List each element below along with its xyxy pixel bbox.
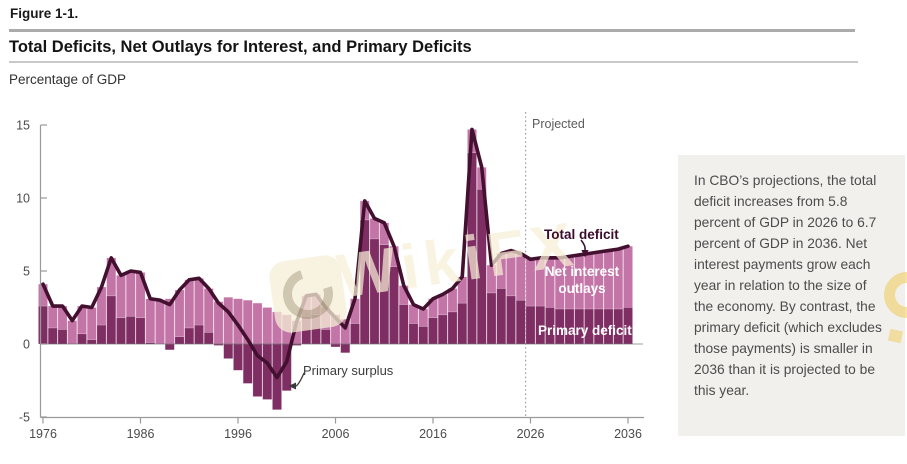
net-interest-bar	[272, 311, 282, 345]
primary-deficit-bar	[203, 332, 214, 345]
primary-deficit-bar	[320, 329, 331, 345]
total-deficit-label: Total deficit	[544, 227, 619, 242]
x-tick-label: 1976	[29, 427, 57, 441]
net-interest-bar	[86, 307, 97, 340]
net-interest-bar	[47, 305, 58, 329]
net-interest-bar	[418, 308, 429, 327]
primary-deficit-bar	[418, 326, 429, 345]
y-tick-label: 5	[23, 264, 30, 278]
net-interest-bar	[223, 296, 234, 345]
y-tick-label: 10	[16, 191, 30, 205]
primary-deficit-bar	[428, 317, 438, 345]
primary-deficit-bar	[486, 292, 497, 345]
net-interest-bar	[486, 264, 497, 294]
callout-text: In CBO’s projections, the total deficit …	[694, 173, 882, 398]
primary-deficit-bar	[525, 305, 536, 345]
primary-surplus-bar	[340, 343, 351, 354]
net-interest-bar	[194, 278, 204, 326]
net-interest-bar	[281, 314, 292, 345]
x-tick-label: 2006	[322, 427, 350, 441]
x-tick-label: 2036	[614, 427, 642, 441]
primary-deficit-bar	[515, 299, 526, 345]
total-deficit-arrow	[580, 239, 586, 251]
primary-surplus-arrow	[295, 372, 305, 387]
primary-deficit-bar	[135, 317, 146, 345]
primary-deficit-bar	[457, 302, 468, 345]
primary-deficit-bar	[369, 238, 380, 345]
deficit-chart: 15 10 5 0 -5 1976 1986 1996 2006 2016 2026 2036	[16, 112, 644, 441]
primary-deficit-bar	[408, 323, 419, 345]
page-title: Total Deficits, Net Outlays for Interest…	[9, 38, 472, 56]
primary-deficit-bar	[174, 336, 185, 345]
net-interest-bar	[252, 302, 263, 345]
header-rule-thick	[9, 29, 855, 32]
primary-deficit-bar	[77, 333, 87, 345]
primary-surplus-bar	[164, 343, 175, 351]
y-tick-label: 0	[23, 337, 30, 351]
net-interest-bar	[116, 275, 126, 319]
axis-units-label: Percentage of GDP	[9, 72, 127, 87]
y-tick-label: -5	[19, 410, 30, 424]
net-interest-bar	[155, 299, 165, 345]
primary-deficit-bar	[447, 311, 458, 345]
primary-deficit-bar	[116, 317, 126, 345]
net-interest-bar	[184, 279, 195, 329]
primary-deficit-bar	[47, 327, 58, 345]
primary-deficit-bar	[125, 315, 136, 345]
primary-deficit-bar	[184, 327, 195, 345]
primary-surplus-bar	[223, 343, 234, 359]
net-interest-bar	[125, 270, 136, 317]
primary-deficit-bar	[194, 324, 204, 345]
primary-deficit-bar	[506, 295, 516, 345]
primary-deficit-bar	[437, 314, 448, 345]
net-interest-outlays-label: Net interest outlays	[544, 264, 620, 296]
callout-box: In CBO’s projections, the total deficit …	[678, 155, 905, 436]
primary-surplus-arrowhead	[288, 382, 296, 390]
primary-surplus-bar	[242, 343, 253, 384]
net-interest-bar	[145, 298, 156, 343]
primary-deficit-bar	[379, 244, 390, 345]
primary-deficit-bar	[350, 323, 360, 345]
primary-surplus-bar	[262, 343, 273, 400]
x-tick-label: 2026	[517, 427, 545, 441]
primary-deficit-bar	[389, 266, 399, 345]
primary-deficit-bar	[496, 288, 507, 345]
x-tick-label: 2016	[419, 427, 447, 441]
primary-surplus-bar	[233, 343, 243, 371]
primary-deficit-bar	[96, 324, 107, 345]
primary-deficit-bar	[398, 304, 409, 345]
figure-number: Figure 1-1.	[10, 6, 79, 21]
x-tick-label: 1986	[127, 427, 155, 441]
primary-deficit-bar	[57, 329, 68, 345]
primary-deficit-bar	[86, 339, 97, 345]
net-interest-bar	[515, 253, 526, 301]
header-rule-thin	[9, 61, 858, 63]
x-tick-label: 1996	[224, 427, 252, 441]
primary-deficit-bar	[311, 314, 321, 345]
y-tick-label: 15	[16, 118, 30, 132]
primary-deficit-bar	[106, 295, 117, 345]
primary-deficit-label: Primary deficit	[538, 323, 632, 338]
net-interest-bar	[506, 250, 516, 297]
primary-surplus-label: Primary surplus	[303, 363, 394, 378]
primary-deficit-bar	[301, 315, 312, 345]
projected-label: Projected	[532, 117, 585, 131]
net-interest-bar	[262, 307, 273, 345]
net-interest-bar	[67, 320, 78, 345]
primary-deficit-bar	[38, 305, 48, 345]
total-deficit-arrowhead	[581, 250, 589, 258]
